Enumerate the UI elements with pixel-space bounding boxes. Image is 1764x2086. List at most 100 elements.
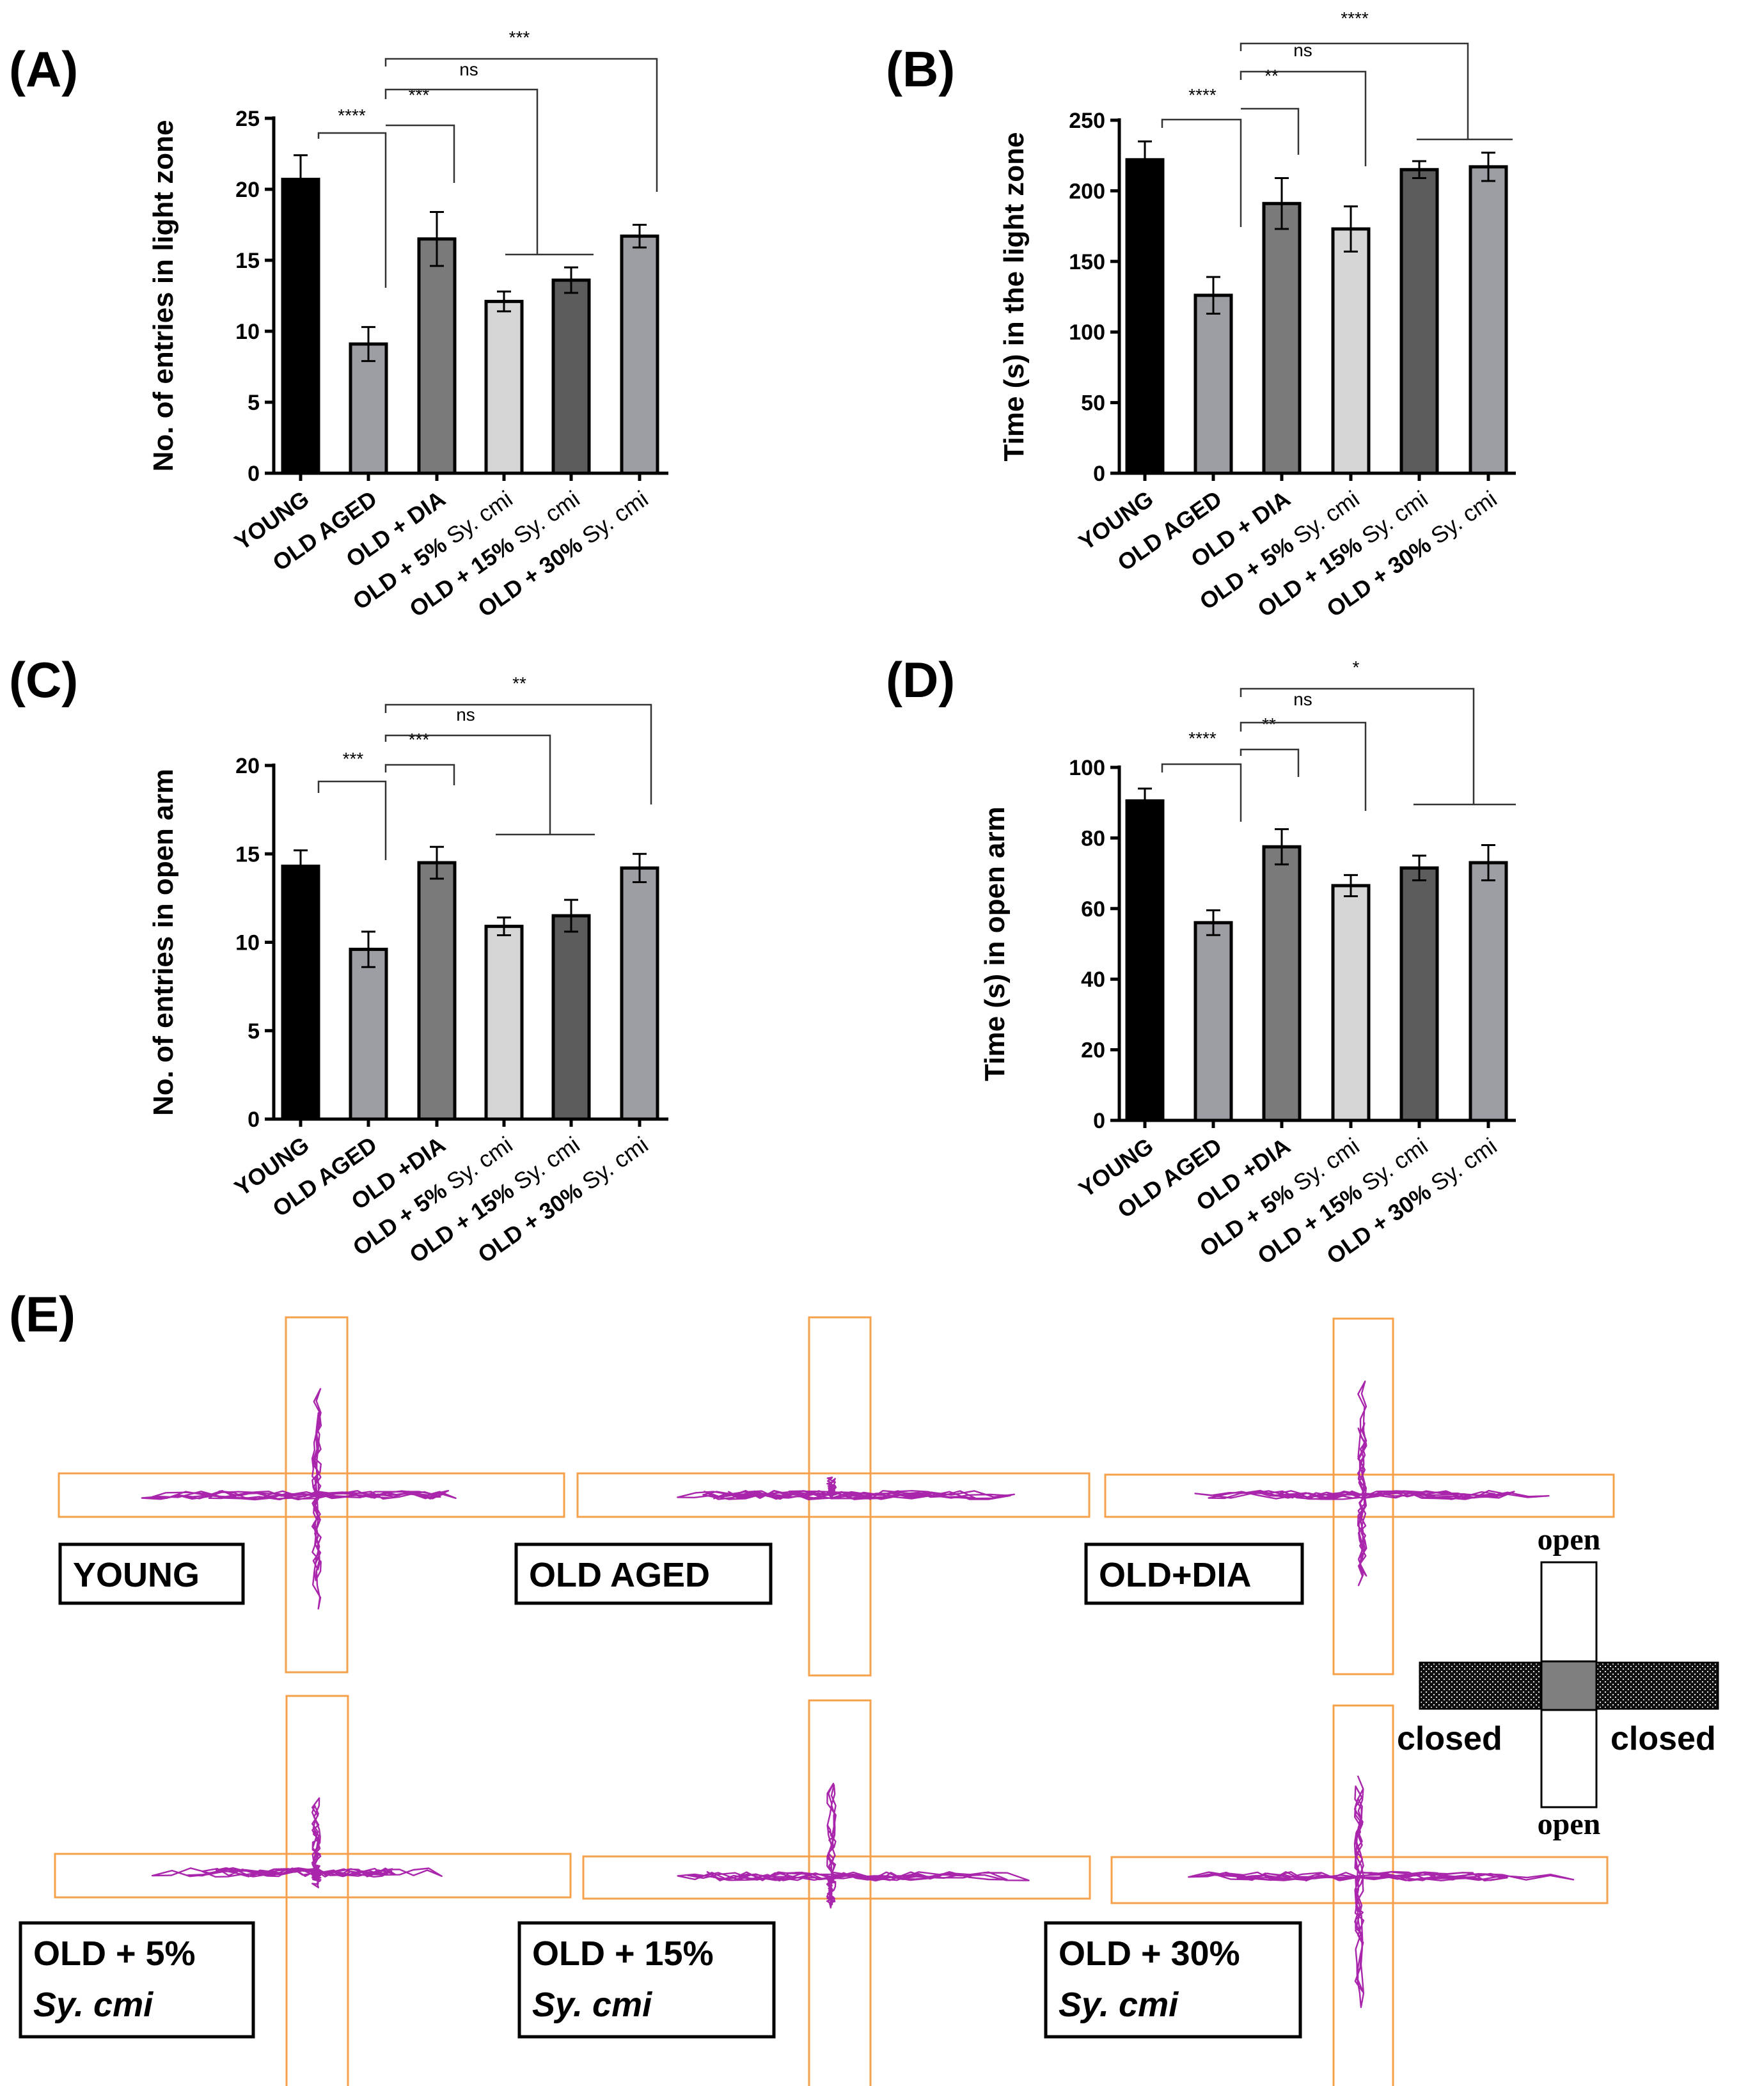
group-label-box — [517, 1921, 776, 2039]
y-tick-label: 5 — [248, 391, 260, 415]
y-tick-label: 100 — [1069, 320, 1105, 345]
bar-3 — [417, 861, 457, 1121]
maze-vertical-arm — [285, 1695, 349, 2086]
significance-bracket — [1161, 118, 1242, 227]
significance-label: *** — [409, 730, 430, 749]
bar-1 — [1125, 158, 1165, 475]
bar-5 — [1399, 866, 1439, 1122]
movement-track — [677, 1477, 1015, 1501]
group-label-box — [19, 1921, 255, 2039]
significance-bracket — [1240, 748, 1300, 777]
legend-closed-left: closed — [1397, 1720, 1502, 1757]
bar-4 — [1331, 884, 1371, 1122]
group-label-line1: OLD + 15% — [532, 1934, 714, 1973]
bar-3 — [417, 237, 457, 475]
legend-open-arm-top — [1540, 1561, 1598, 1663]
error-bar-1 — [1138, 787, 1152, 815]
maze-group-3: OLD+DIA — [1084, 1317, 1615, 1675]
bar-5 — [551, 278, 591, 475]
significance-bracket — [384, 703, 652, 804]
maze-vertical-arm — [808, 1699, 872, 2086]
y-tick-label: 20 — [1081, 1039, 1105, 1063]
error-bar-5 — [564, 266, 578, 294]
significance-label: **** — [1188, 85, 1217, 105]
error-bar-3 — [430, 845, 444, 880]
legend-open-arm-bottom — [1540, 1709, 1598, 1808]
group-label-box — [1084, 1542, 1304, 1605]
significance-bracket — [384, 734, 595, 836]
significance-bracket — [317, 780, 387, 860]
y-tick-label: 0 — [1093, 1109, 1105, 1133]
group-label-box — [58, 1542, 245, 1605]
bar-6 — [1469, 165, 1508, 475]
bar-2 — [349, 948, 388, 1121]
error-bar-4 — [1344, 205, 1358, 253]
bar-4 — [1331, 227, 1371, 475]
significance-bracket — [386, 124, 455, 183]
bar-4 — [484, 925, 524, 1121]
maze-horizontal-arm — [576, 1472, 1091, 1518]
category-species: Sy. cmi — [1421, 485, 1501, 553]
bar-1 — [281, 177, 320, 475]
category-species: Sy. cmi — [572, 1131, 652, 1198]
y-tick-label: 10 — [235, 320, 260, 344]
maze-legend: open open closed closed — [1397, 1523, 1719, 1841]
error-bar-6 — [633, 224, 647, 249]
error-bar-1 — [294, 154, 308, 205]
chart-panel-a: (A) 0 5 10 15 20 25 No. of entries in light zon… — [9, 27, 668, 622]
significance-label: * — [1353, 657, 1360, 677]
y-tick-label: 5 — [248, 1019, 260, 1044]
group-label-line2: Sy. cmi — [532, 1986, 652, 2024]
y-tick-label: 10 — [235, 931, 260, 955]
significance-label: *** — [509, 27, 530, 47]
group-label-line1: OLD + 30% — [1059, 1934, 1240, 1973]
bar-2 — [1193, 294, 1233, 475]
significance-bracket — [1240, 42, 1513, 141]
error-bar-2 — [361, 325, 375, 363]
y-tick-label: 0 — [248, 462, 260, 486]
error-bar-2 — [1206, 276, 1220, 315]
significance-label: **** — [1188, 728, 1217, 748]
error-bar-1 — [294, 849, 308, 883]
legend-open-bottom: open — [1538, 1807, 1601, 1841]
significance-label: ** — [1262, 714, 1276, 734]
error-bar-6 — [1481, 152, 1495, 182]
bar-3 — [1262, 201, 1302, 475]
significance-label: *** — [343, 749, 364, 769]
y-axis-title: Time (s) in the light zone — [998, 132, 1030, 462]
maze-group-6: OLD + 30% Sy. cmi — [1044, 1704, 1609, 2086]
y-tick-label: 80 — [1081, 826, 1105, 851]
legend-closed-right: closed — [1610, 1720, 1716, 1757]
significance-bracket — [1241, 107, 1300, 155]
y-tick-label: 0 — [248, 1108, 260, 1132]
bar-4 — [484, 299, 524, 475]
y-tick-label: 50 — [1081, 391, 1105, 416]
y-tick-label: 200 — [1069, 179, 1105, 203]
y-tick-label: 100 — [1069, 756, 1105, 780]
group-label-line1: YOUNG — [73, 1556, 200, 1594]
group-label-line1: OLD AGED — [529, 1556, 710, 1594]
legend-closed-arm-left — [1419, 1661, 1543, 1710]
error-bar-4 — [1344, 874, 1358, 897]
y-axis-title: Time (s) in open arm — [979, 806, 1011, 1081]
category-species: Sy. cmi — [1421, 1133, 1501, 1200]
error-bar-3 — [1275, 177, 1289, 230]
bar-2 — [1193, 921, 1233, 1122]
significance-bracket — [384, 764, 455, 785]
error-bar-1 — [1138, 140, 1152, 180]
maze-group-5: OLD + 15% Sy. cmi — [517, 1699, 1091, 2086]
y-tick-label: 60 — [1081, 897, 1105, 921]
y-axis-title: No. of entries in open arm — [148, 769, 179, 1116]
significance-label: ** — [1264, 66, 1279, 86]
y-tick-label: 15 — [235, 842, 260, 867]
y-tick-label: 40 — [1081, 968, 1105, 992]
bar-6 — [620, 866, 659, 1121]
error-bar-4 — [497, 290, 511, 313]
movement-track — [1194, 1380, 1550, 1587]
group-label-line1: OLD + 5% — [33, 1934, 196, 1973]
charts-layer: (A) 0 5 10 15 20 25 No. of entries in light zon… — [9, 8, 1516, 1269]
chart-panel-b: (B) 0 50 100 150 200 250 Time (s) in the light … — [886, 8, 1516, 622]
group-label-line1: OLD+DIA — [1099, 1556, 1252, 1594]
maze-horizontal-arm — [58, 1472, 565, 1518]
